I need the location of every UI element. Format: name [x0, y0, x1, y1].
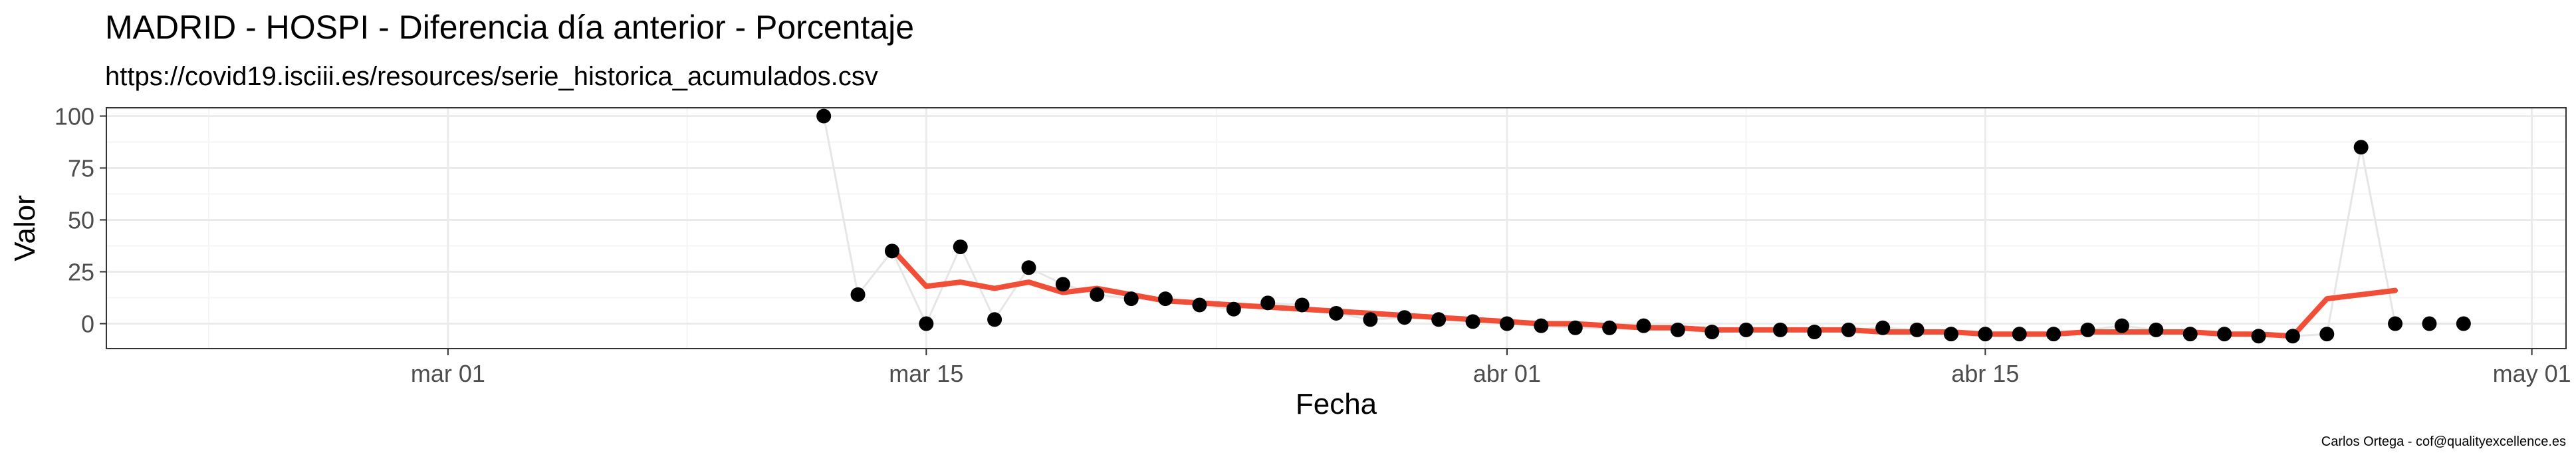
data-point [2456, 316, 2471, 331]
x-axis-title: Fecha [1296, 388, 1377, 420]
data-point [1636, 318, 1651, 333]
data-point [1363, 312, 1378, 327]
data-point [1055, 277, 1070, 292]
chart-subtitle: https://covid19.isciii.es/resources/seri… [105, 62, 878, 91]
data-point [1294, 297, 1310, 313]
data-point [2251, 329, 2266, 344]
data-point [1670, 322, 1685, 337]
data-point [1602, 320, 1617, 335]
data-point [2012, 327, 2027, 342]
points-layer [816, 108, 2471, 344]
data-point [1123, 291, 1139, 307]
data-point [1568, 320, 1583, 335]
data-point [884, 243, 899, 259]
data-point [1841, 322, 1856, 337]
data-point [1807, 325, 1822, 340]
data-point [2422, 316, 2437, 331]
data-point [1704, 325, 1720, 340]
data-point [2217, 327, 2232, 342]
chart-caption: Carlos Ortega - cof@qualityexcellence.es [2321, 434, 2566, 449]
data-point [2388, 316, 2403, 331]
data-point [1021, 260, 1036, 275]
grid-minor [106, 108, 2566, 349]
x-tick-label: abr 15 [1951, 360, 2019, 387]
x-tick-label: mar 15 [889, 360, 963, 387]
panel-border [106, 107, 2567, 349]
data-point [919, 316, 934, 331]
data-point [816, 108, 832, 124]
x-axis-ticks: mar 01 mar 15 abr 01 abr 15 may 01 [411, 349, 2571, 387]
data-point [1090, 287, 1105, 302]
x-tick-label: abr 01 [1473, 360, 1541, 387]
data-point [1329, 305, 1344, 321]
y-axis-title: Valor [9, 195, 41, 261]
y-tick-label: 75 [68, 155, 94, 182]
data-point [2285, 329, 2300, 344]
data-point [1944, 327, 1958, 342]
data-point [1499, 316, 1514, 331]
data-point [1909, 322, 1925, 337]
data-point [2319, 327, 2335, 342]
data-point [953, 239, 968, 255]
data-point [2114, 318, 2129, 333]
data-point [850, 287, 866, 302]
y-tick-label: 0 [81, 311, 94, 338]
data-point [1465, 314, 1480, 329]
data-point [2046, 327, 2061, 342]
data-point [1260, 295, 1276, 311]
data-point [987, 312, 1002, 327]
data-point [1397, 310, 1412, 325]
data-point [2080, 322, 2095, 337]
data-point [1192, 297, 1207, 313]
x-tick-label: may 01 [2493, 360, 2571, 387]
data-point [1158, 291, 1173, 307]
y-tick-label: 50 [68, 207, 94, 234]
data-point [1978, 327, 1993, 342]
chart-title: MADRID - HOSPI - Diferencia día anterior… [105, 9, 914, 46]
data-point [1875, 320, 1891, 335]
data-point [1773, 322, 1788, 337]
data-point [1431, 312, 1447, 327]
data-point [2149, 322, 2164, 337]
y-tick-label: 25 [68, 259, 94, 286]
data-point [2353, 140, 2369, 155]
data-point [1226, 301, 1241, 317]
x-tick-label: mar 01 [411, 360, 485, 387]
y-axis-ticks: 0 25 50 75 100 [55, 102, 106, 338]
data-point [1534, 318, 1549, 333]
data-point [1738, 322, 1754, 337]
y-tick-label: 100 [55, 102, 94, 130]
data-point [2182, 327, 2198, 342]
